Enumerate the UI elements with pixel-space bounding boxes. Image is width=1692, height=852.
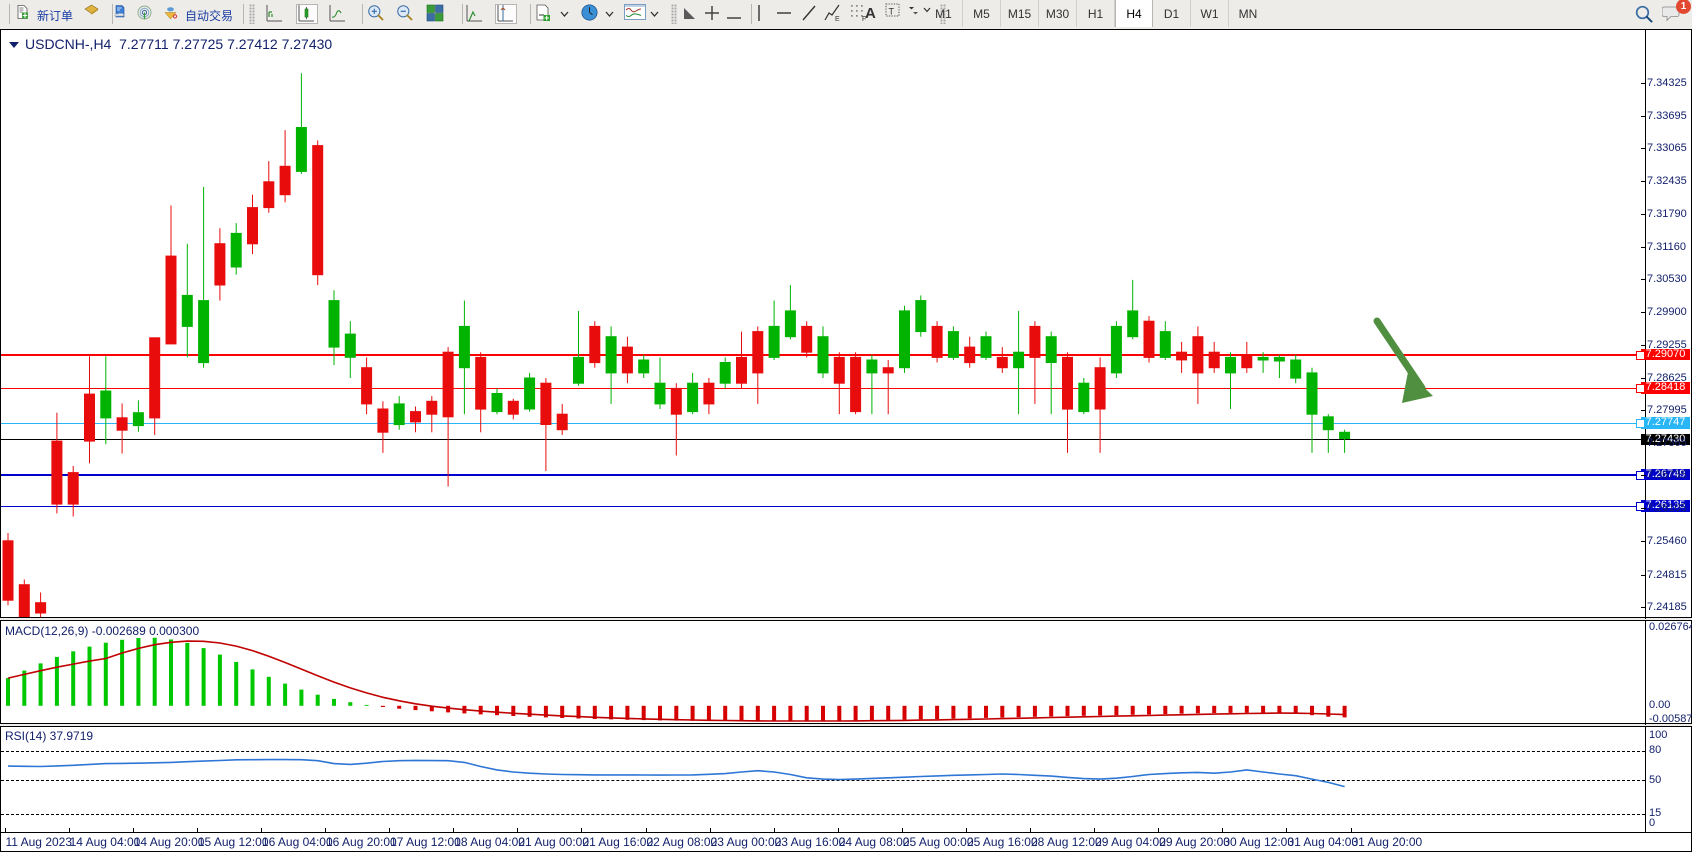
svg-text:A: A bbox=[865, 5, 876, 21]
svg-text:T: T bbox=[889, 7, 895, 17]
svg-text:E: E bbox=[835, 16, 840, 22]
